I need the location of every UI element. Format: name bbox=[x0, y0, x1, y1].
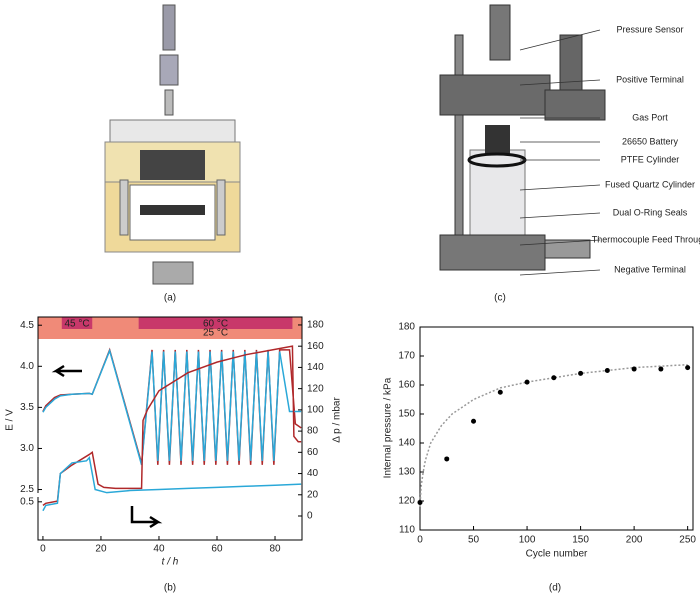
point bbox=[604, 368, 610, 373]
callout-label: Pressure Sensor bbox=[616, 24, 683, 34]
leader-line bbox=[519, 239, 601, 246]
callout-label: 26650 Battery bbox=[622, 136, 679, 146]
x-tick-label: 200 bbox=[626, 535, 643, 546]
y-axis-title: Internal pressure / kPa bbox=[383, 377, 394, 478]
x-tick-label: 150 bbox=[572, 535, 589, 546]
callout-label: Positive Terminal bbox=[616, 74, 684, 84]
callout-label: Negative Terminal bbox=[614, 264, 686, 274]
y-tick-label: 3.0 bbox=[20, 443, 34, 454]
x-tick-label: 0 bbox=[40, 544, 46, 555]
y-tick-label: 4.0 bbox=[20, 361, 34, 372]
leader-line bbox=[519, 79, 601, 86]
y2-tick-label: 40 bbox=[307, 468, 319, 479]
y-tick-label: 4.5 bbox=[20, 320, 34, 331]
plot-frame bbox=[37, 316, 303, 541]
point bbox=[658, 366, 664, 372]
panel-label: (b) bbox=[164, 583, 176, 594]
y2-axis-title: Δ p / mbar bbox=[332, 397, 343, 443]
point bbox=[444, 456, 450, 462]
y-tick-label: 2.5 bbox=[20, 484, 34, 495]
panel-label: (d) bbox=[549, 583, 561, 594]
y2-tick-label: 20 bbox=[307, 489, 319, 500]
plot-frame bbox=[419, 326, 694, 531]
cell-drawing-a bbox=[104, 4, 241, 285]
cell-drawing-c bbox=[439, 4, 606, 271]
band-label: 45 °C bbox=[64, 319, 89, 330]
series-line bbox=[42, 456, 302, 512]
band-highlight bbox=[61, 317, 93, 329]
y-tick-label: 180 bbox=[398, 322, 415, 333]
band-highlight bbox=[138, 317, 293, 329]
y-tick-label: 130 bbox=[398, 467, 415, 478]
y-axis-title: E / V bbox=[5, 409, 16, 431]
x-axis-title: t / h bbox=[162, 557, 179, 568]
point bbox=[578, 370, 584, 376]
x-tick-label: 250 bbox=[679, 535, 696, 546]
x-tick-label: 40 bbox=[153, 544, 165, 555]
axis-arrow bbox=[130, 506, 163, 529]
x-tick-label: 60 bbox=[211, 544, 223, 555]
y2-tick-label: 60 bbox=[307, 447, 319, 458]
series-line bbox=[42, 348, 302, 466]
y2-tick-label: 0 bbox=[307, 511, 313, 522]
callout-label: Dual O-Ring Seals bbox=[613, 207, 688, 217]
point bbox=[497, 389, 503, 395]
y2-tick-label: 180 bbox=[307, 320, 324, 331]
y2-tick-label: 100 bbox=[307, 405, 324, 416]
x-tick-label: 20 bbox=[95, 544, 107, 555]
callout-label: PTFE Cylinder bbox=[621, 154, 680, 164]
panel-label: (a) bbox=[164, 293, 176, 304]
band-label: 60 °C bbox=[203, 319, 228, 330]
x-tick-label: 100 bbox=[519, 535, 536, 546]
y-tick-label: 170 bbox=[398, 351, 415, 362]
leader-line bbox=[519, 269, 601, 276]
y-tick-label: 110 bbox=[399, 525, 415, 536]
callout-label: Gas Port bbox=[632, 112, 668, 122]
y2-tick-label: 120 bbox=[307, 383, 324, 394]
x-tick-label: 80 bbox=[269, 544, 281, 555]
y-tick-label: 140 bbox=[398, 438, 415, 449]
y-tick-label: 120 bbox=[398, 496, 415, 507]
leader-line bbox=[519, 212, 601, 219]
y-tick-label: 150 bbox=[398, 409, 415, 420]
leader-line bbox=[519, 29, 601, 51]
y-tick-label: 3.5 bbox=[20, 402, 34, 413]
panel-label: (c) bbox=[494, 293, 506, 304]
point bbox=[471, 418, 477, 424]
y-tick-label: 160 bbox=[398, 380, 415, 391]
band-note: 25 °C bbox=[203, 328, 228, 339]
series-line bbox=[42, 345, 302, 507]
point bbox=[524, 379, 530, 385]
callout-label: Fused Quartz Cylinder bbox=[605, 179, 695, 189]
fit-curve bbox=[419, 363, 688, 507]
point bbox=[631, 366, 637, 372]
point bbox=[551, 375, 557, 381]
callout-label: Thermocouple Feed Through bbox=[592, 234, 700, 244]
y2-tick-label: 80 bbox=[307, 426, 319, 437]
x-tick-label: 0 bbox=[417, 535, 423, 546]
point bbox=[417, 499, 423, 505]
y2-tick-label: 140 bbox=[307, 362, 324, 373]
axis-arrow bbox=[51, 364, 82, 378]
y-tick-label: 0.5 bbox=[20, 496, 34, 507]
y2-tick-label: 160 bbox=[307, 341, 324, 352]
x-axis-title: Cycle number bbox=[526, 549, 588, 560]
axis-break bbox=[32, 493, 44, 497]
leader-line bbox=[519, 184, 601, 191]
point bbox=[685, 365, 691, 371]
x-tick-label: 50 bbox=[468, 535, 480, 546]
